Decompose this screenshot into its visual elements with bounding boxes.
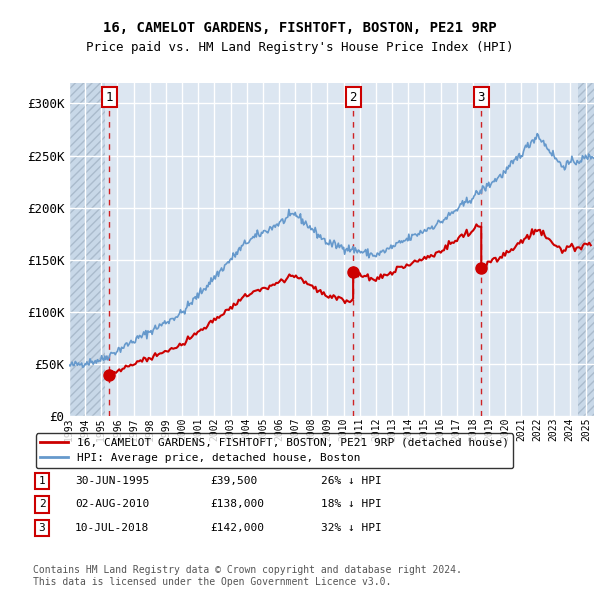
Text: £142,000: £142,000 [210,523,264,533]
Legend: 16, CAMELOT GARDENS, FISHTOFT, BOSTON, PE21 9RP (detached house), HPI: Average p: 16, CAMELOT GARDENS, FISHTOFT, BOSTON, P… [35,433,513,468]
Text: 3: 3 [38,523,46,533]
Text: 3: 3 [478,91,485,104]
Text: 32% ↓ HPI: 32% ↓ HPI [321,523,382,533]
Text: 1: 1 [38,476,46,486]
Text: 1: 1 [106,91,113,104]
Text: 10-JUL-2018: 10-JUL-2018 [75,523,149,533]
Text: £39,500: £39,500 [210,476,257,486]
Text: 2: 2 [349,91,357,104]
Text: £138,000: £138,000 [210,500,264,509]
Text: 30-JUN-1995: 30-JUN-1995 [75,476,149,486]
Text: Contains HM Land Registry data © Crown copyright and database right 2024.
This d: Contains HM Land Registry data © Crown c… [33,565,462,587]
Text: 02-AUG-2010: 02-AUG-2010 [75,500,149,509]
Text: 2: 2 [38,500,46,509]
Text: 16, CAMELOT GARDENS, FISHTOFT, BOSTON, PE21 9RP: 16, CAMELOT GARDENS, FISHTOFT, BOSTON, P… [103,21,497,35]
Text: Price paid vs. HM Land Registry's House Price Index (HPI): Price paid vs. HM Land Registry's House … [86,41,514,54]
Text: 18% ↓ HPI: 18% ↓ HPI [321,500,382,509]
Text: 26% ↓ HPI: 26% ↓ HPI [321,476,382,486]
